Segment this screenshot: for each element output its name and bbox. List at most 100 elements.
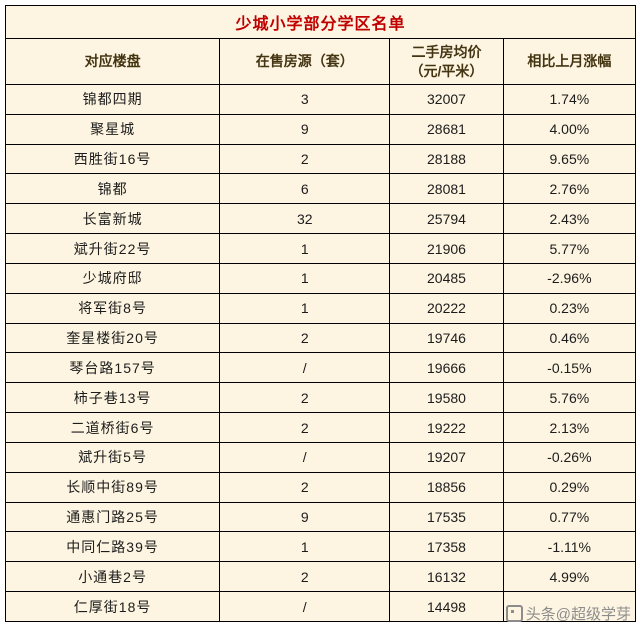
cell-property: 将军街8号 — [4, 292, 221, 324]
table-row: 长顺中街89号 2 18856 0.29% — [4, 471, 637, 503]
cell-property: 通惠门路25号 — [4, 501, 221, 533]
cell-mom-change: 5.76% — [502, 382, 637, 414]
table-row: 将军街8号 1 20222 0.23% — [4, 292, 637, 324]
cell-units-for-sale: 1 — [219, 233, 391, 264]
cell-mom-change: 2.76% — [502, 173, 637, 205]
cell-avg-price: 28681 — [389, 113, 504, 145]
cell-units-for-sale: 3 — [219, 84, 391, 115]
cell-units-for-sale: / — [219, 441, 391, 473]
cell-avg-price: 19580 — [389, 382, 504, 414]
cell-units-for-sale: 2 — [219, 322, 391, 354]
cell-avg-price: 20485 — [389, 262, 504, 294]
col-header-avg-price: 二手房均价 （元/平米） — [389, 38, 504, 85]
cell-units-for-sale: 32 — [219, 203, 391, 235]
cell-mom-change: 9.65% — [502, 143, 637, 175]
cell-units-for-sale: / — [219, 352, 391, 384]
table-row: 琴台路157号/19666 -0.15% — [4, 352, 637, 384]
col-header-units-for-sale: 在售房源（套） — [219, 38, 391, 85]
table-row: 斌升街5号/19207 -0.26% — [4, 441, 637, 473]
cell-units-for-sale: 2 — [219, 382, 391, 414]
cell-avg-price: 19222 — [389, 412, 504, 443]
table-row: 长富新城 32 25794 2.43% — [4, 203, 637, 235]
cell-avg-price: 25794 — [389, 203, 504, 235]
cell-avg-price: 17535 — [389, 501, 504, 533]
cell-mom-change: 0.23% — [502, 292, 637, 324]
table-row: 奎星楼街20号 2 19746 0.46% — [4, 322, 637, 354]
cell-mom-change: 0.46% — [502, 322, 637, 354]
cell-units-for-sale: 9 — [219, 113, 391, 145]
school-district-table: 少城小学部分学区名单 对应楼盘 在售房源（套） 二手房均价 （元/平米） 相比上… — [4, 5, 637, 622]
cell-units-for-sale: 2 — [219, 561, 391, 593]
cell-property: 二道桥街6号 — [4, 412, 221, 443]
cell-property: 柿子巷13号 — [4, 382, 221, 414]
cell-property: 仁厚街18号 — [4, 591, 221, 622]
cell-property: 锦都四期 — [4, 84, 221, 115]
cell-property: 少城府邸 — [4, 262, 221, 294]
cell-avg-price: 16132 — [389, 561, 504, 593]
cell-avg-price: 17358 — [389, 531, 504, 563]
cell-avg-price: 28081 — [389, 173, 504, 205]
cell-mom-change: 1.74% — [502, 84, 637, 115]
table-row: 锦都 6 28081 2.76% — [4, 173, 637, 205]
cell-mom-change: 2.13% — [502, 412, 637, 443]
cell-units-for-sale: 2 — [219, 143, 391, 175]
table-row: 锦都四期 3 32007 1.74% — [4, 84, 637, 115]
cell-mom-change: 2.43% — [502, 203, 637, 235]
table-row: 中同仁路39号 1 17358 -1.11% — [4, 531, 637, 563]
cell-avg-price: 14498 — [389, 591, 504, 622]
table-row: 仁厚街18号/14498 — [4, 591, 637, 622]
table-body: 锦都四期 3 32007 1.74% 聚星城 9 28681 4.00% 西胜街16号 2 2818… — [4, 84, 637, 622]
cell-units-for-sale: 2 — [219, 471, 391, 503]
cell-property: 小通巷2号 — [4, 561, 221, 593]
cell-units-for-sale: 9 — [219, 501, 391, 533]
cell-property: 斌升街5号 — [4, 441, 221, 473]
cell-property: 聚星城 — [4, 113, 221, 145]
table-row: 西胜街16号 2 28188 9.65% — [4, 143, 637, 175]
cell-avg-price: 28188 — [389, 143, 504, 175]
cell-mom-change: 0.77% — [502, 501, 637, 533]
cell-mom-change: -0.26% — [502, 441, 637, 473]
cell-avg-price: 20222 — [389, 292, 504, 324]
cell-mom-change: 4.99% — [502, 561, 637, 593]
cell-property: 锦都 — [4, 173, 221, 205]
cell-mom-change: 0.29% — [502, 471, 637, 503]
cell-property: 琴台路157号 — [4, 352, 221, 384]
header-row: 对应楼盘 在售房源（套） 二手房均价 （元/平米） 相比上月涨幅 — [4, 38, 637, 85]
table-title: 少城小学部分学区名单 — [5, 5, 636, 39]
cell-avg-price: 18856 — [389, 471, 504, 503]
cell-property: 长富新城 — [4, 203, 221, 235]
cell-units-for-sale: 6 — [219, 173, 391, 205]
cell-mom-change: 5.77% — [502, 233, 637, 264]
cell-mom-change: -1.11% — [502, 531, 637, 563]
cell-property: 西胜街16号 — [4, 143, 221, 175]
table-sheet: 少城小学部分学区名单 对应楼盘 在售房源（套） 二手房均价 （元/平米） 相比上… — [4, 5, 637, 622]
table-row: 少城府邸 1 20485 -2.96% — [4, 262, 637, 294]
cell-avg-price: 19746 — [389, 322, 504, 354]
col-header-mom-change: 相比上月涨幅 — [502, 38, 637, 85]
table-row: 小通巷2号 2 16132 4.99% — [4, 561, 637, 593]
table-row: 聚星城 9 28681 4.00% — [4, 113, 637, 145]
cell-property: 奎星楼街20号 — [4, 322, 221, 354]
cell-units-for-sale: 1 — [219, 531, 391, 563]
cell-avg-price: 21906 — [389, 233, 504, 264]
title-row: 少城小学部分学区名单 — [5, 5, 636, 39]
cell-property: 长顺中街89号 — [4, 471, 221, 503]
cell-mom-change: -2.96% — [502, 262, 637, 294]
cell-property: 斌升街22号 — [4, 233, 221, 264]
table-row: 二道桥街6号 2 19222 2.13% — [4, 412, 637, 443]
cell-units-for-sale: 2 — [219, 412, 391, 443]
cell-avg-price: 19207 — [389, 441, 504, 473]
cell-mom-change: 4.00% — [502, 113, 637, 145]
cell-mom-change — [502, 591, 637, 622]
cell-units-for-sale: / — [219, 591, 391, 622]
cell-mom-change: -0.15% — [502, 352, 637, 384]
cell-units-for-sale: 1 — [219, 292, 391, 324]
cell-avg-price: 32007 — [389, 84, 504, 115]
table-row: 斌升街22号 1 21906 5.77% — [4, 233, 637, 264]
col-header-property: 对应楼盘 — [4, 38, 221, 85]
table-row: 柿子巷13号 2 19580 5.76% — [4, 382, 637, 414]
cell-property: 中同仁路39号 — [4, 531, 221, 563]
table-row: 通惠门路25号 9 17535 0.77% — [4, 501, 637, 533]
cell-avg-price: 19666 — [389, 352, 504, 384]
